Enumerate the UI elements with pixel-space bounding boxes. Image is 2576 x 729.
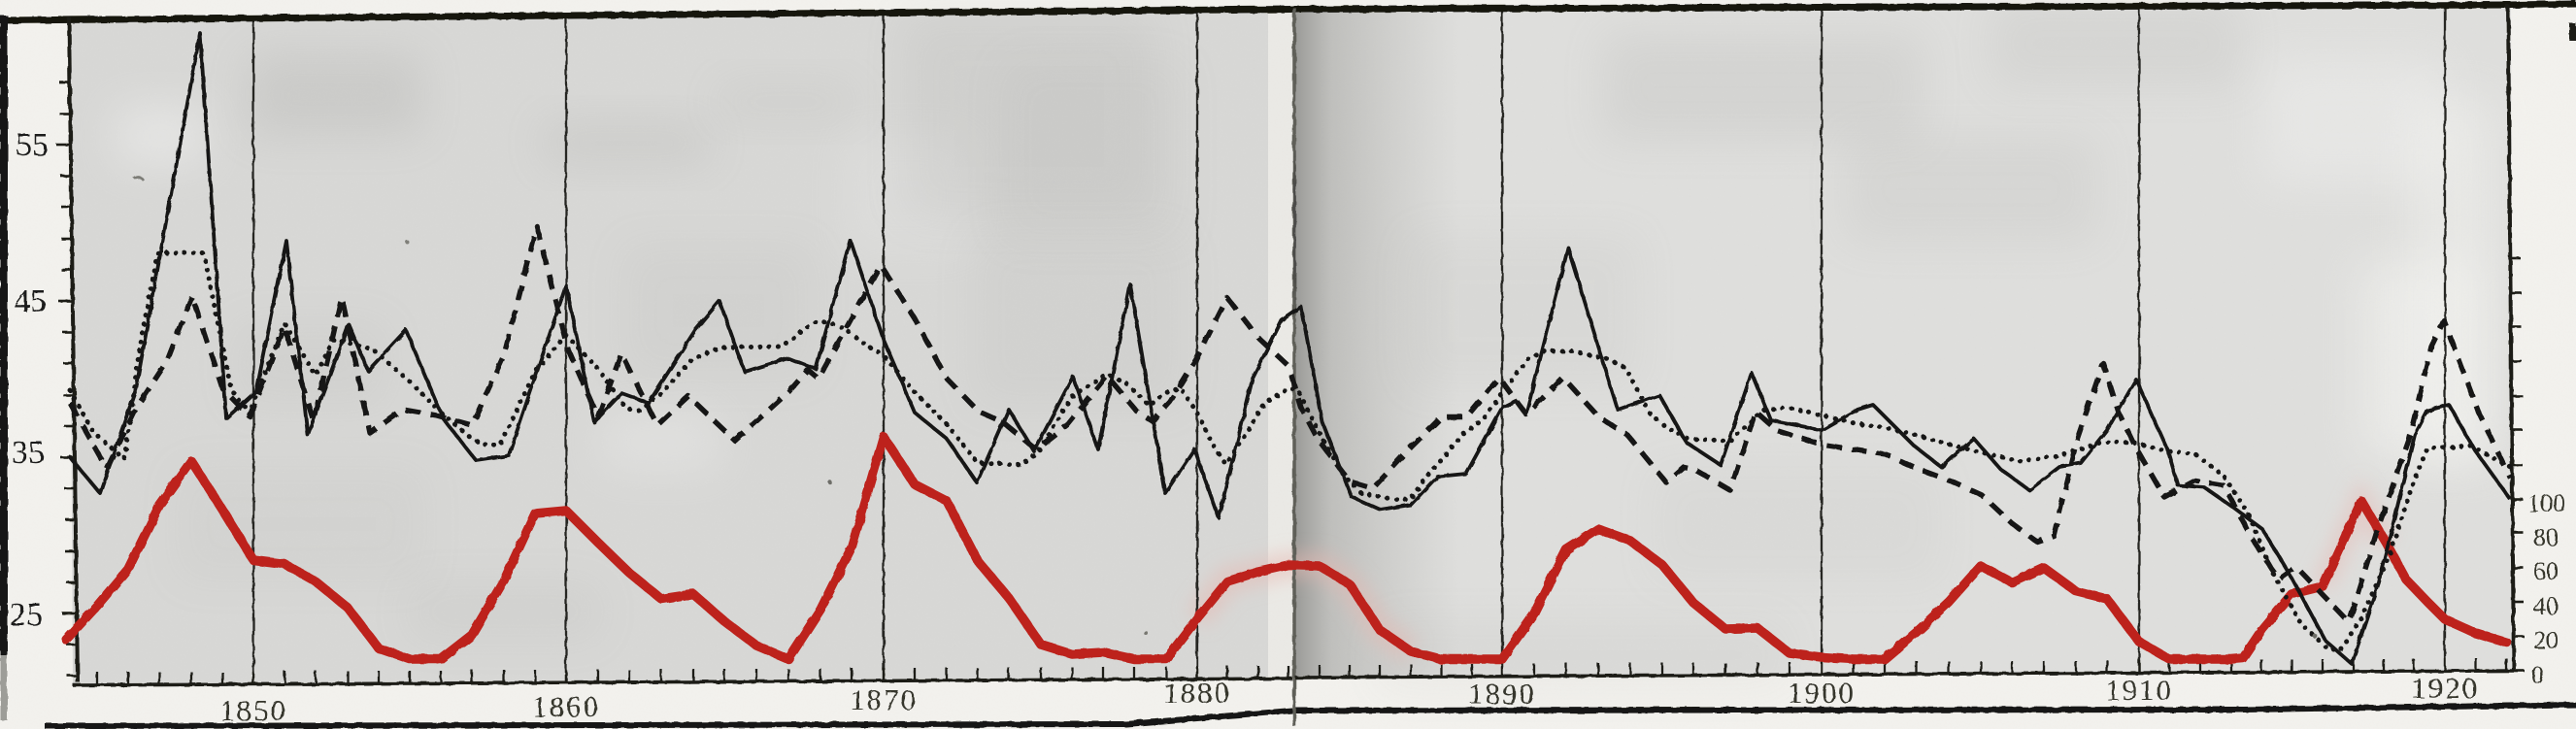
svg-text:100: 100 (2527, 489, 2565, 517)
svg-text:80: 80 (2533, 523, 2559, 551)
svg-text:60: 60 (2533, 557, 2559, 585)
svg-text:45: 45 (14, 283, 47, 319)
svg-text:35: 35 (12, 435, 45, 471)
svg-text:40: 40 (2533, 592, 2559, 620)
svg-text:1900: 1900 (1788, 676, 1856, 710)
svg-text:1850: 1850 (219, 693, 287, 727)
svg-text:0: 0 (2531, 661, 2544, 689)
svg-text:1910: 1910 (2105, 673, 2173, 707)
svg-text:1880: 1880 (1163, 676, 1231, 710)
svg-text:1920: 1920 (2411, 671, 2479, 705)
svg-text:25: 25 (10, 597, 43, 633)
svg-text:20: 20 (2533, 626, 2559, 654)
svg-text:55: 55 (16, 127, 49, 163)
svg-text:1890: 1890 (1468, 677, 1536, 711)
svg-text:1870: 1870 (850, 682, 918, 716)
svg-text:1860: 1860 (532, 689, 600, 723)
